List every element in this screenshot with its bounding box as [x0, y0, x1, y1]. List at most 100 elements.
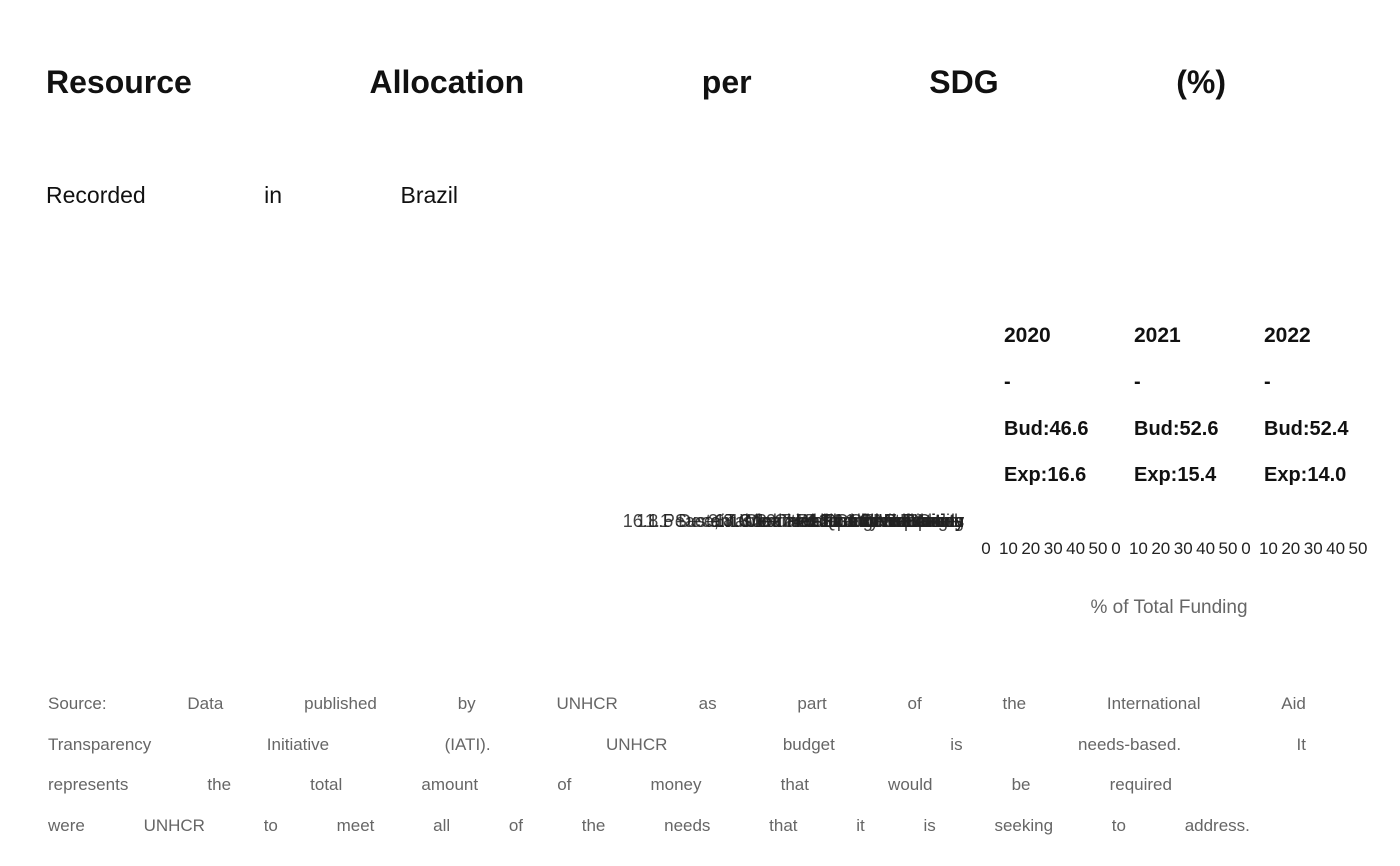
- x-tick-label: 0: [1241, 539, 1250, 558]
- x-tick-label: 20: [1151, 539, 1170, 558]
- source-word: it: [856, 815, 865, 835]
- x-tick-label: 50: [1089, 539, 1108, 558]
- source-word: budget: [782, 734, 835, 754]
- source-word: address.: [1184, 815, 1250, 835]
- y-category-label: 10.7 Reduced Inequalities: [756, 511, 964, 531]
- source-word: It: [1296, 734, 1306, 754]
- facet-year-label: 2020: [1004, 324, 1051, 347]
- x-tick-label: 30: [1044, 539, 1063, 558]
- source-line: Source: Data published by UNHCR as part of the In…: [48, 684, 1306, 725]
- source-word: part: [797, 694, 827, 713]
- x-axis-label: % of Total Funding: [1090, 597, 1247, 618]
- source-word: UNHCR: [143, 815, 205, 835]
- subtitle-word: in: [264, 182, 283, 208]
- y-category-label: 11.1 Sustainable Cities and Communities: [636, 511, 964, 531]
- source-word: as: [698, 694, 717, 713]
- title-word: SDG: [929, 64, 999, 100]
- source-word: Initiative: [266, 734, 330, 754]
- facet-budget-label: Bud:46.6: [1004, 418, 1088, 440]
- facet-row-dash: -: [1004, 371, 1011, 393]
- y-category-label: 3.8 Good Health and Well-being: [708, 511, 964, 531]
- source-word: Transparency: [48, 734, 152, 754]
- chart-title: Resource Allocation per SDG (%): [46, 64, 1226, 101]
- source-word: International: [1106, 694, 1201, 713]
- x-tick-label: 0: [1111, 539, 1120, 558]
- source-word: seeking: [994, 815, 1054, 835]
- y-category-label: 5.2 Gender Equality: [805, 511, 964, 531]
- x-tick-label: 40: [1326, 539, 1345, 558]
- subtitle-word: Recorded: [46, 182, 146, 208]
- facet-expenditure-label: Exp:14.0: [1264, 464, 1346, 486]
- source-word: needs-based.: [1078, 734, 1182, 754]
- source-line: were UNHCR to meet all of the needs that it is seek…: [48, 806, 1250, 847]
- source-word: is: [950, 734, 963, 754]
- x-tick-label: 50: [1349, 539, 1368, 558]
- x-tick-label: 20: [1281, 539, 1300, 558]
- title-word: (%): [1176, 64, 1226, 100]
- facet-budget-label: Bud:52.4: [1264, 418, 1349, 440]
- title-word: Resource: [46, 64, 192, 100]
- y-category-label: 6.1 Clean Water and Sanitation: [715, 511, 965, 531]
- source-word: Data: [187, 694, 224, 713]
- chart-subtitle: Recorded in Brazil: [46, 182, 458, 209]
- source-line: Transparency Initiative (IATI). UNHCR budget…: [48, 725, 1306, 766]
- x-tick-label: 50: [1219, 539, 1238, 558]
- facet-row-dash: -: [1134, 371, 1141, 393]
- source-word: UNHCR: [606, 734, 668, 754]
- source-word: of: [508, 815, 524, 835]
- y-category-label: 2.1 Zero Hunger: [833, 511, 964, 531]
- facet-year-label: 2022: [1264, 324, 1311, 347]
- source-word: to: [263, 815, 278, 835]
- source-word: meet: [336, 815, 375, 835]
- title-word: Allocation: [369, 64, 525, 100]
- facet-row-dash: -: [1264, 371, 1271, 393]
- source-line: represents the total amount of money that would…: [48, 765, 1172, 806]
- y-category-label: 13.1 Climate Action: [809, 511, 964, 531]
- source-word: required: [1109, 775, 1172, 794]
- x-tick-label: 40: [1066, 539, 1085, 558]
- y-category-label: 4.1 Quality Education: [793, 511, 964, 531]
- facet-expenditure-label: Exp:16.6: [1004, 464, 1086, 486]
- source-note: Source: Data published by UNHCR as part of the In…: [48, 684, 1306, 846]
- x-tick-label: 0: [981, 539, 990, 558]
- x-tick-label: 40: [1196, 539, 1215, 558]
- y-category-label: 17.3 Partnerships for the Goals: [715, 511, 964, 531]
- source-word: were: [48, 815, 85, 835]
- source-word: is: [923, 815, 936, 835]
- source-word: Source:: [48, 694, 107, 713]
- x-tick-label: 10: [1129, 539, 1148, 558]
- source-word: amount: [421, 775, 479, 794]
- source-word: the: [1002, 694, 1027, 713]
- source-word: that: [780, 775, 809, 794]
- source-word: published: [304, 694, 377, 713]
- source-word: total: [310, 775, 343, 794]
- facet-budget-label: Bud:52.6: [1134, 418, 1218, 440]
- source-word: the: [581, 815, 606, 835]
- source-word: of: [907, 694, 922, 713]
- source-word: money: [650, 775, 702, 794]
- source-word: that: [769, 815, 798, 835]
- x-tick-label: 10: [1259, 539, 1278, 558]
- source-word: of: [557, 775, 572, 794]
- facet-expenditure-label: Exp:15.4: [1134, 464, 1217, 486]
- source-word: needs: [664, 815, 711, 835]
- title-word: per: [701, 64, 752, 100]
- source-word: would: [888, 775, 933, 794]
- source-word: to: [1111, 815, 1126, 835]
- x-tick-label: 30: [1174, 539, 1193, 558]
- x-tick-label: 10: [999, 539, 1018, 558]
- y-category-label: 1.3 No Poverty: [845, 511, 964, 531]
- x-tick-label: 30: [1304, 539, 1323, 558]
- source-word: UNHCR: [556, 694, 618, 713]
- facet-year-label: 2021: [1134, 324, 1181, 347]
- source-word: be: [1011, 775, 1031, 794]
- source-word: by: [457, 694, 476, 713]
- subtitle-word: Brazil: [400, 182, 458, 208]
- source-word: represents: [48, 775, 129, 794]
- source-word: Aid: [1281, 694, 1306, 713]
- x-tick-label: 20: [1021, 539, 1040, 558]
- source-word: (IATI).: [444, 734, 491, 754]
- y-category-label: 8.5 Decent Work and Economic Growth: [648, 511, 964, 531]
- source-word: the: [207, 775, 232, 794]
